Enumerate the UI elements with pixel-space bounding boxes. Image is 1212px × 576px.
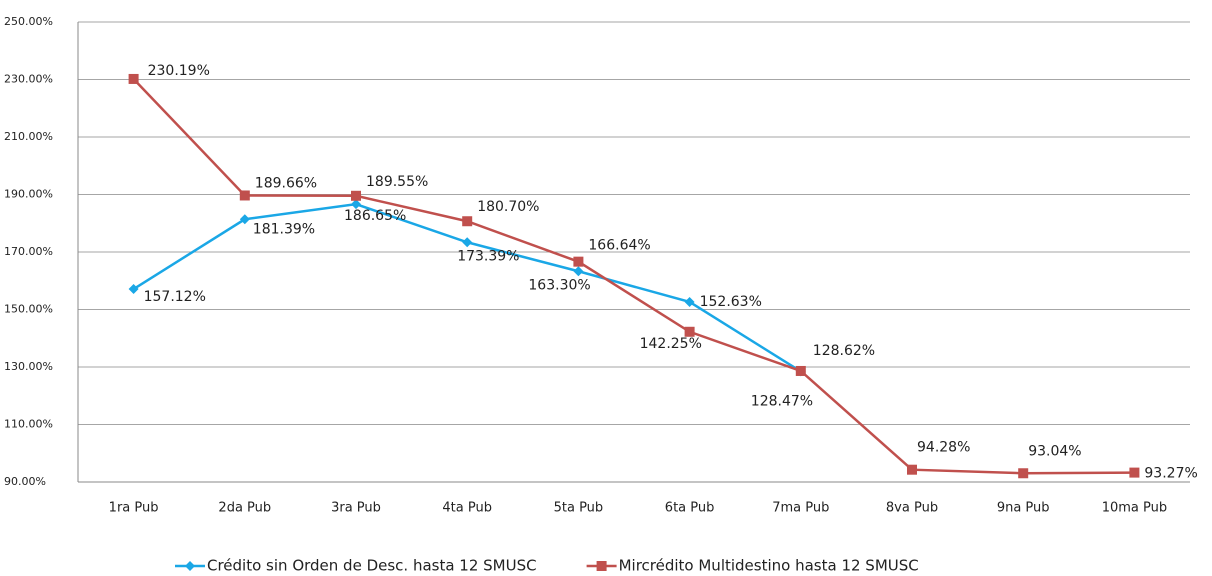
data-label: 230.19% [148, 63, 210, 79]
data-label: 128.47% [751, 393, 813, 409]
data-label: 189.66% [255, 175, 317, 191]
data-label: 128.62% [813, 343, 875, 359]
legend-label: Crédito sin Orden de Desc. hasta 12 SMUS… [207, 557, 537, 575]
data-label: 157.12% [144, 289, 206, 305]
x-tick-label: 6ta Pub [665, 501, 715, 516]
marker [351, 190, 361, 201]
data-label: 166.64% [588, 238, 650, 254]
x-tick-label: 1ra Pub [109, 501, 159, 516]
legend-label: Mircrédito Multidestino hasta 12 SMUSC [619, 557, 919, 575]
x-tick-label: 2da Pub [218, 501, 271, 516]
y-tick-label: 250.00% [4, 15, 53, 28]
marker [907, 464, 917, 475]
data-label: 181.39% [253, 221, 315, 237]
marker [462, 237, 473, 248]
marker [128, 284, 139, 295]
x-tick-label: 5ta Pub [554, 501, 604, 516]
y-tick-label: 110.00% [4, 418, 53, 431]
data-label: 152.63% [700, 294, 762, 310]
y-tick-label: 210.00% [4, 130, 53, 143]
y-tick-label: 130.00% [4, 360, 53, 373]
legend-marker [596, 561, 607, 571]
x-tick-label: 3ra Pub [331, 501, 381, 516]
data-label: 142.25% [640, 336, 702, 352]
marker [239, 214, 250, 225]
marker [684, 296, 695, 307]
series-line [132, 78, 1135, 475]
marker [128, 73, 139, 84]
data-label: 186.65% [344, 208, 406, 224]
legend-marker [185, 561, 195, 571]
data-label: 94.28% [917, 440, 970, 456]
marker [795, 365, 806, 376]
marker [573, 256, 584, 267]
marker [351, 199, 361, 210]
y-tick-label: 170.00% [4, 245, 53, 258]
y-tick-label: 150.00% [4, 303, 53, 316]
x-tick-label: 9na Pub [997, 501, 1050, 516]
x-tick-label: 4ta Pub [442, 501, 492, 516]
data-label: 93.27% [1144, 466, 1197, 482]
data-label: 163.30% [528, 277, 590, 293]
y-tick-label: 230.00% [4, 73, 53, 86]
x-tick-label: 10ma Pub [1102, 501, 1167, 516]
data-label: 189.55% [366, 174, 428, 190]
x-tick-label: 7ma Pub [772, 501, 829, 516]
marker [573, 266, 584, 277]
marker [239, 190, 250, 201]
y-tick-label: 90.00% [4, 475, 46, 488]
marker [684, 326, 695, 337]
data-label: 180.70% [477, 199, 539, 215]
marker [462, 216, 473, 227]
marker [1129, 467, 1140, 478]
data-label: 93.04% [1028, 443, 1081, 459]
y-tick-label: 190.00% [4, 188, 53, 201]
x-tick-label: 8va Pub [886, 501, 938, 516]
data-label: 173.39% [457, 248, 519, 264]
marker [1018, 468, 1029, 479]
